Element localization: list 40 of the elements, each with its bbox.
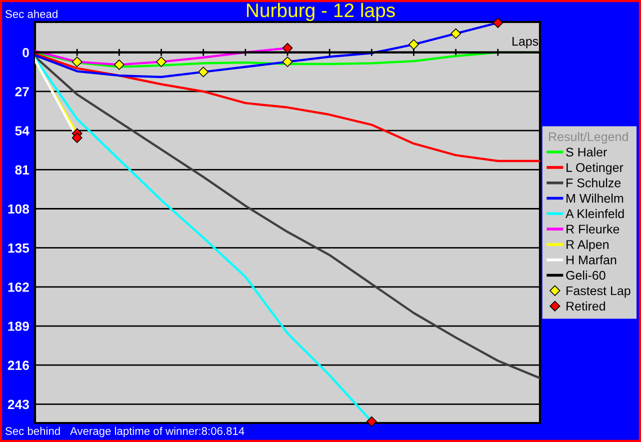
point (72, 56, 82, 68)
x-axis-title: Laps (512, 37, 538, 48)
y-tick-label: 27 (15, 87, 29, 96)
line-series (35, 52, 540, 162)
line-series (35, 56, 540, 380)
point (72, 132, 82, 144)
legend-label: F Schulze (566, 178, 621, 188)
text: Average laptime of winner:8:06.814 (70, 426, 244, 438)
point (198, 66, 209, 78)
y-tick-label: 108 (8, 204, 30, 214)
legend-label: Retired (566, 301, 606, 311)
y-tick-label: 135 (8, 243, 30, 253)
point (450, 28, 462, 39)
point (408, 39, 419, 50)
point (282, 56, 293, 68)
point (282, 42, 293, 54)
y-tick-label: 54 (15, 126, 30, 136)
legend-label: H Marfan (566, 255, 616, 264)
chart-title: Nurburg - 12 laps (246, 2, 395, 22)
legend-label: R Alpen (566, 240, 608, 252)
y-tick-label: 81 (15, 165, 30, 175)
point (114, 59, 124, 70)
point (366, 416, 377, 427)
legend-title: Result/Legend (549, 132, 628, 144)
legend-label: S Haler (566, 147, 608, 157)
y-tick-label: 0 (22, 48, 29, 58)
text: Sec ahead (6, 10, 58, 18)
legend-label: L Oetinger (566, 162, 624, 174)
y-tick-label: 189 (8, 322, 29, 331)
legend-label: A Kleinfeld (566, 208, 624, 218)
legend-label: M Wilhelm (566, 194, 624, 203)
y-tick-label: 162 (8, 282, 29, 292)
y-tick-label: 216 (8, 360, 29, 370)
text: Sec behind (6, 426, 60, 435)
legend-label: R Fleurke (566, 224, 620, 234)
legend-label: Geli-60 (566, 270, 606, 280)
point (156, 56, 166, 68)
y-tick-label: 243 (8, 400, 29, 410)
point (492, 17, 504, 28)
legend-label: Fastest Lap (566, 286, 630, 298)
